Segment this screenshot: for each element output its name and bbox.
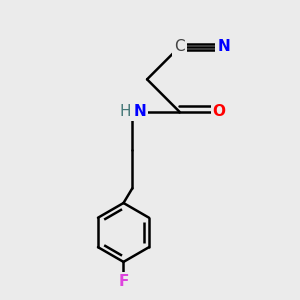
Text: C: C	[174, 39, 185, 54]
Text: O: O	[213, 104, 226, 119]
Text: F: F	[118, 274, 129, 289]
Text: N: N	[134, 104, 147, 119]
Text: N: N	[217, 39, 230, 54]
Text: H: H	[119, 104, 131, 119]
